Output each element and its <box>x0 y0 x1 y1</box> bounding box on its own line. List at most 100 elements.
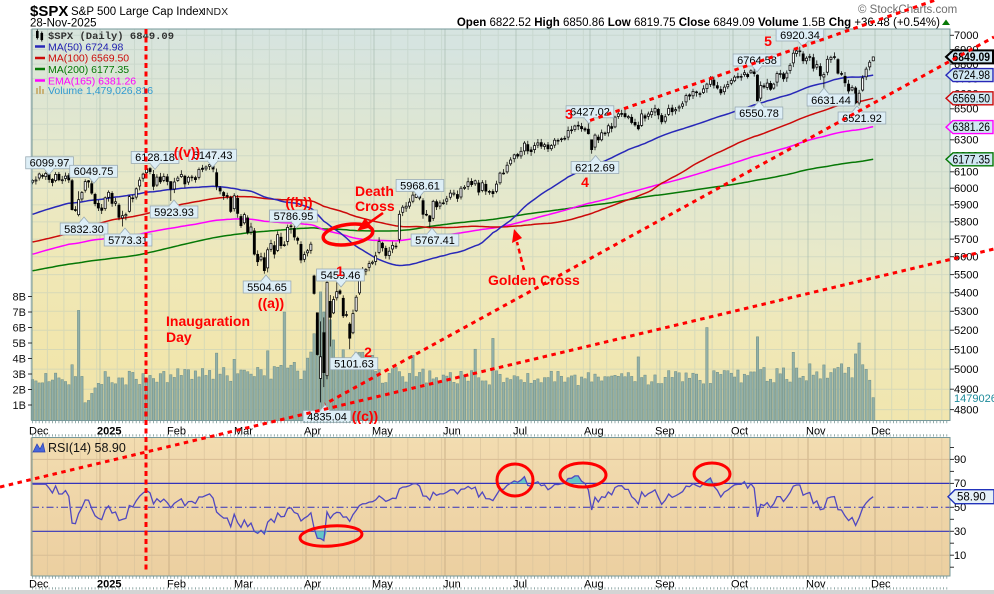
svg-text:6550.78: 6550.78 <box>739 108 779 120</box>
svg-text:4B: 4B <box>13 353 26 365</box>
svg-text:Death: Death <box>355 183 394 199</box>
svg-text:4900: 4900 <box>954 384 978 396</box>
svg-text:Jun: Jun <box>443 426 461 438</box>
svg-text:5504.65: 5504.65 <box>247 282 287 294</box>
svg-text:7B: 7B <box>13 307 26 319</box>
svg-text:30: 30 <box>954 526 966 538</box>
svg-text:Nov: Nov <box>806 426 826 438</box>
svg-text:50: 50 <box>954 502 966 514</box>
svg-text:6049.75: 6049.75 <box>74 166 114 178</box>
svg-text:Apr: Apr <box>304 579 321 591</box>
svg-text:6128.18: 6128.18 <box>135 152 175 164</box>
svg-text:1B: 1B <box>13 400 26 412</box>
svg-text:2025: 2025 <box>97 579 121 591</box>
svg-text:Sep: Sep <box>655 579 675 591</box>
svg-text:6177.35: 6177.35 <box>953 154 991 166</box>
svg-text:((a)): ((a)) <box>258 295 284 311</box>
svg-text:6147.43: 6147.43 <box>193 150 233 162</box>
svg-text:Day: Day <box>166 329 192 345</box>
svg-text:70: 70 <box>954 478 966 490</box>
svg-text:6920.34: 6920.34 <box>780 30 820 42</box>
svg-text:Dec: Dec <box>29 579 49 591</box>
svg-text:8B: 8B <box>13 291 26 303</box>
svg-text:5923.93: 5923.93 <box>154 207 194 219</box>
svg-text:6300: 6300 <box>954 135 978 147</box>
svg-text:Aug: Aug <box>584 579 604 591</box>
svg-text:Golden Cross: Golden Cross <box>488 272 580 288</box>
svg-text:$SPX (Daily) 6849.09: $SPX (Daily) 6849.09 <box>48 31 174 43</box>
svg-text:((c)): ((c)) <box>352 408 378 424</box>
svg-text:Feb: Feb <box>167 579 186 591</box>
svg-text:((v)): ((v)) <box>174 144 200 160</box>
svg-text:Dec: Dec <box>871 426 891 438</box>
svg-text:1479026: 1479026 <box>954 393 994 405</box>
svg-text:6724.98: 6724.98 <box>953 70 991 82</box>
svg-text:5200: 5200 <box>954 325 978 337</box>
svg-text:4: 4 <box>581 174 589 190</box>
svg-text:Inaugaration: Inaugaration <box>166 313 250 329</box>
svg-text:5300: 5300 <box>954 306 978 318</box>
svg-text:6569.50: 6569.50 <box>953 93 991 105</box>
svg-text:Dec: Dec <box>29 426 49 438</box>
svg-text:Feb: Feb <box>167 426 186 438</box>
svg-text:5B: 5B <box>13 338 26 350</box>
svg-text:6B: 6B <box>13 322 26 334</box>
svg-text:Sep: Sep <box>655 426 675 438</box>
svg-text:Jul: Jul <box>513 426 527 438</box>
svg-text:5400: 5400 <box>954 288 978 300</box>
svg-text:Open 6822.52 High 6850.86 Low: Open 6822.52 High 6850.86 Low 6819.75 Cl… <box>457 17 940 29</box>
svg-text:5786.95: 5786.95 <box>274 211 314 223</box>
svg-text:5000: 5000 <box>954 364 978 376</box>
svg-text:58.90: 58.90 <box>957 492 986 504</box>
svg-text:2025: 2025 <box>97 426 121 438</box>
svg-text:5900: 5900 <box>954 200 978 212</box>
svg-text:Cross: Cross <box>355 198 395 214</box>
svg-text:5101.63: 5101.63 <box>334 359 374 371</box>
svg-text:4835.04: 4835.04 <box>307 411 347 423</box>
svg-text:Oct: Oct <box>731 426 748 438</box>
svg-text:5: 5 <box>764 33 772 49</box>
svg-text:5767.41: 5767.41 <box>415 235 455 247</box>
svg-text:May: May <box>372 579 393 591</box>
svg-text:5700: 5700 <box>954 234 978 246</box>
svg-text:5500: 5500 <box>954 269 978 281</box>
svg-text:7000: 7000 <box>954 30 978 42</box>
svg-text:1: 1 <box>336 263 344 279</box>
svg-text:6849.09: 6849.09 <box>953 52 991 64</box>
svg-text:Oct: Oct <box>731 579 748 591</box>
svg-text:3: 3 <box>565 106 573 122</box>
svg-text:5773.31: 5773.31 <box>108 235 148 247</box>
svg-text:5968.61: 5968.61 <box>400 180 440 192</box>
svg-text:90: 90 <box>954 454 966 466</box>
svg-text:EMA(165) 6381.26: EMA(165) 6381.26 <box>48 76 136 88</box>
svg-text:May: May <box>372 426 393 438</box>
svg-text:MA(50) 6724.98: MA(50) 6724.98 <box>48 42 123 54</box>
svg-text:Mar: Mar <box>234 579 253 591</box>
svg-text:5832.30: 5832.30 <box>64 224 104 236</box>
svg-text:6099.97: 6099.97 <box>30 158 70 170</box>
svg-text:INDX: INDX <box>203 6 228 18</box>
svg-text:Jul: Jul <box>513 579 527 591</box>
svg-text:2: 2 <box>364 344 372 360</box>
svg-text:Nov: Nov <box>806 579 826 591</box>
svg-text:6427.02: 6427.02 <box>570 107 610 119</box>
svg-text:6000: 6000 <box>954 183 978 195</box>
svg-text:6381.26: 6381.26 <box>953 122 991 134</box>
svg-text:Apr: Apr <box>304 426 321 438</box>
svg-text:28-Nov-2025: 28-Nov-2025 <box>30 18 96 30</box>
svg-text:5100: 5100 <box>954 344 978 356</box>
svg-text:6212.69: 6212.69 <box>575 162 615 174</box>
svg-text:3B: 3B <box>13 369 26 381</box>
svg-text:2B: 2B <box>13 384 26 396</box>
svg-text:RSI(14) 58.90: RSI(14) 58.90 <box>48 441 126 455</box>
svg-text:MA(100) 6569.50: MA(100) 6569.50 <box>48 53 129 65</box>
svg-text:5800: 5800 <box>954 217 978 229</box>
svg-text:6521.92: 6521.92 <box>842 113 882 125</box>
svg-text:6631.44: 6631.44 <box>811 95 851 107</box>
svg-text:Jun: Jun <box>443 579 461 591</box>
svg-text:Dec: Dec <box>871 579 891 591</box>
svg-text:MA(200) 6177.35: MA(200) 6177.35 <box>48 64 129 76</box>
svg-text:5459.46: 5459.46 <box>321 270 361 282</box>
svg-text:6100: 6100 <box>954 167 978 179</box>
svg-text:Aug: Aug <box>584 426 604 438</box>
